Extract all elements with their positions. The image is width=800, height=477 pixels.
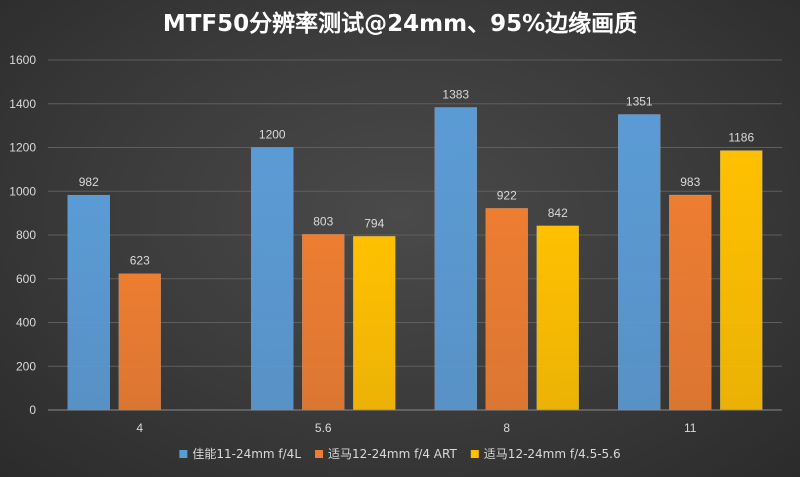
y-tick-label: 400	[16, 316, 36, 330]
data-label: 983	[680, 175, 700, 189]
data-label: 982	[79, 175, 99, 189]
legend-label: 佳能11-24mm f/4L	[192, 447, 301, 461]
y-tick-label: 800	[16, 228, 36, 242]
x-tick-label: 5.6	[315, 421, 332, 435]
bar	[720, 150, 763, 411]
legend-item: 适马12-24mm f/4 ART	[315, 447, 457, 461]
bar	[118, 273, 161, 411]
chart-title: MTF50分辨率测试@24mm、95%边缘画质	[163, 10, 637, 37]
data-label: 794	[364, 216, 384, 230]
bars	[67, 107, 763, 411]
legend-label: 适马12-24mm f/4 ART	[328, 447, 457, 461]
bar	[251, 147, 294, 411]
bar	[353, 236, 396, 411]
bar	[669, 194, 712, 411]
data-label: 922	[497, 188, 517, 202]
data-label: 623	[130, 254, 150, 268]
legend-swatch	[315, 450, 324, 458]
data-labels: 982 623 1200 803 794 1383 922 842 1351 983 1186	[79, 87, 755, 267]
legend-item: 适马12-24mm f/4.5-5.6	[470, 447, 621, 461]
bar	[434, 107, 477, 411]
bar	[67, 194, 110, 411]
data-label: 842	[548, 206, 568, 220]
data-label: 1383	[442, 87, 469, 101]
x-tick-label: 11	[684, 421, 697, 435]
y-tick-label: 1200	[9, 141, 36, 155]
data-label: 1200	[259, 128, 286, 142]
data-label: 1186	[728, 131, 754, 145]
y-tick-label: 1600	[9, 53, 36, 67]
y-tick-label: 200	[16, 359, 36, 373]
y-tick-label: 600	[16, 272, 36, 286]
y-tick-label: 1000	[9, 184, 36, 198]
legend-swatch	[470, 450, 479, 458]
data-label: 1351	[626, 94, 653, 108]
data-label: 803	[313, 214, 333, 228]
y-tick-label: 1400	[9, 97, 36, 111]
legend-item: 佳能11-24mm f/4L	[179, 447, 301, 461]
legend-swatch	[179, 450, 188, 458]
gridlines	[48, 59, 782, 367]
legend: 佳能11-24mm f/4L 适马12-24mm f/4 ART 适马12-24mm…	[179, 447, 621, 461]
y-tick-label: 0	[29, 403, 36, 417]
bar	[536, 225, 579, 411]
bar	[618, 114, 661, 411]
x-tick-label: 8	[503, 421, 510, 435]
bar	[302, 234, 345, 411]
legend-label: 适马12-24mm f/4.5-5.6	[484, 447, 621, 461]
bar	[485, 208, 528, 411]
axes: 0 200 400 600 800 1000 1200 1400 1600 4 5.6 8 11	[9, 53, 782, 435]
x-tick-label: 4	[136, 421, 143, 435]
